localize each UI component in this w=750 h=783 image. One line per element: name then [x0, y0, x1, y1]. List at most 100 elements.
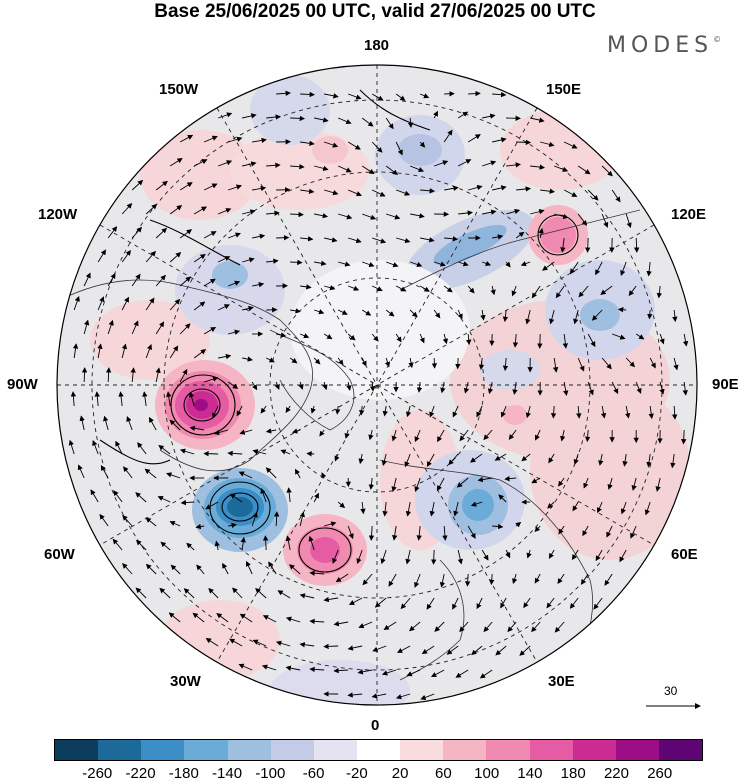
wind-vector: [380, 549, 387, 565]
wind-vector: [168, 612, 181, 623]
wind-vector: [358, 453, 364, 465]
wind-vector: [313, 357, 321, 365]
wind-vector: [289, 357, 298, 364]
wind-vector: [252, 449, 267, 455]
wind-vector: [476, 405, 483, 418]
wind-vector: [593, 597, 603, 610]
wind-vector: [371, 141, 383, 153]
wind-vector: [274, 381, 280, 390]
wind-vector: [429, 501, 435, 517]
wind-vector: [158, 444, 171, 455]
wind-vector: [123, 466, 133, 479]
wind-vector: [531, 285, 541, 299]
wind-vector: [659, 333, 665, 345]
wind-vector: [434, 261, 446, 267]
wind-vector: [467, 285, 475, 294]
wind-vector: [600, 285, 613, 295]
wind-vector: [145, 563, 157, 575]
wind-vector: [213, 429, 229, 436]
wind-vector: [395, 93, 406, 101]
wind-vector: [459, 621, 469, 633]
wind-vector: [455, 357, 461, 370]
wind-vector: [381, 669, 397, 676]
wind-vector: [309, 666, 325, 673]
wind-vector: [505, 261, 511, 268]
wind-vector: [682, 333, 689, 347]
wind-vector: [492, 91, 507, 98]
wind-vector: [507, 621, 517, 633]
wind-vector: [227, 381, 239, 389]
wind-vector: [121, 343, 128, 359]
wind-vector: [179, 134, 194, 143]
lon-label-60w: 60W: [44, 546, 75, 563]
wind-vector: [97, 296, 105, 311]
wind-vector: [338, 213, 353, 220]
wind-vector: [309, 570, 325, 576]
wind-vector: [145, 517, 157, 527]
wind-vector: [659, 381, 665, 395]
wind-vector: [494, 453, 507, 461]
wind-vector: [434, 160, 449, 167]
wind-vector: [410, 213, 425, 219]
wind-vector: [169, 345, 179, 359]
wind-vector: [477, 476, 493, 483]
colorbar-tick-label: -100: [255, 765, 286, 782]
wind-vector: [437, 429, 445, 443]
wind-vector: [596, 501, 603, 514]
wind-vector: [519, 645, 531, 656]
wind-vector: [218, 353, 232, 360]
wind-vector: [344, 429, 350, 439]
wind-vector: [444, 185, 459, 191]
map-field: [57, 65, 697, 705]
wind-vector: [242, 356, 253, 362]
colorbar-swatch: [356, 740, 401, 760]
wind-vector: [573, 309, 579, 325]
wind-vector: [483, 621, 493, 633]
wind-vector: [155, 321, 165, 335]
wind-vector: [252, 639, 267, 647]
wind-vector: [549, 309, 555, 325]
wind-vector: [584, 429, 591, 443]
wind-vector: [290, 115, 306, 122]
wind-vector: [500, 405, 507, 418]
wind-vector: [452, 597, 459, 610]
wind-vector: [276, 234, 290, 241]
wind-vector: [276, 332, 287, 338]
wind-vector: [673, 357, 679, 371]
wind-vector: [268, 561, 277, 575]
wind-vector: [530, 209, 545, 215]
wind-vector: [347, 692, 363, 698]
wind-vector: [619, 549, 627, 563]
wind-vector: [442, 333, 449, 345]
wind-vector: [457, 549, 463, 565]
wind-vector: [562, 333, 569, 349]
wind-vector: [620, 501, 627, 515]
wind-vector: [542, 261, 555, 271]
wind-vector: [395, 693, 411, 700]
wind-vector: [385, 165, 399, 176]
wind-vector: [314, 165, 329, 171]
wind-vector: [371, 189, 386, 197]
wind-vector: [600, 405, 607, 419]
wind-vector: [611, 381, 619, 395]
wind-vector: [266, 258, 279, 264]
wind-vector: [577, 165, 591, 175]
colorbar-tick-label: 100: [474, 765, 500, 782]
wind-vector: [492, 234, 504, 240]
wind-vector: [601, 213, 609, 228]
wind-vector: [179, 276, 191, 287]
wind-vector: [448, 453, 459, 466]
colorbar-swatch: [658, 740, 703, 760]
wind-vector: [410, 261, 423, 268]
wind-vector: [252, 282, 265, 288]
wind-vector: [554, 213, 569, 220]
wind-vector: [232, 587, 243, 599]
wind-vector: [443, 285, 453, 293]
wind-vector: [506, 208, 521, 215]
wind-vector: [169, 205, 183, 215]
wind-vector: [212, 405, 219, 419]
wind-vector: [458, 210, 473, 216]
wind-vector: [99, 513, 109, 527]
wind-vector: [290, 259, 303, 266]
wind-vector: [495, 645, 507, 656]
